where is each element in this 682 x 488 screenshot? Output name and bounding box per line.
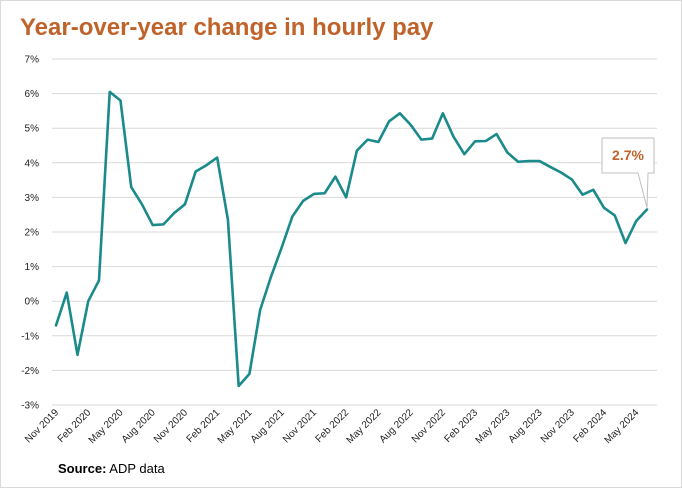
- y-tick-label: -3%: [21, 401, 39, 412]
- x-tick-label: Aug 2023: [507, 407, 545, 445]
- x-tick-label: May 2024: [603, 407, 642, 446]
- y-tick-label: 0%: [25, 297, 40, 308]
- source-text: ADP data: [106, 461, 165, 476]
- y-tick-label: 4%: [25, 158, 40, 169]
- x-tick-label: Nov 2023: [539, 407, 577, 445]
- series-layer: [54, 90, 649, 388]
- x-tick-label: May 2023: [474, 407, 513, 446]
- x-tick-label: Nov 2022: [410, 407, 448, 445]
- callout-annotation: 2.7%: [601, 137, 655, 208]
- y-tick-label: 3%: [25, 193, 40, 204]
- x-tick-label: Nov 2020: [152, 407, 190, 445]
- x-tick-label: May 2021: [216, 407, 255, 446]
- y-tick-label: 6%: [25, 89, 40, 100]
- grid-lines: [52, 58, 657, 406]
- callout-label: 2.7%: [612, 147, 644, 163]
- y-tick-label: 2%: [25, 228, 40, 239]
- y-tick-label: -1%: [21, 331, 39, 342]
- source-note: Source: ADP data: [58, 461, 165, 476]
- x-tick-label: Aug 2020: [120, 407, 158, 445]
- x-tick-label: Aug 2022: [378, 407, 416, 445]
- x-tick-label: May 2022: [345, 407, 384, 446]
- callout-box: [601, 137, 655, 208]
- y-tick-label: 1%: [25, 262, 40, 273]
- x-tick-label: Aug 2021: [249, 407, 287, 445]
- x-tick-label: May 2020: [87, 407, 126, 446]
- y-axis-ticks: -3% -2% -1% 0% 1% 2% 3% 4% 5% 6% 7%: [21, 55, 39, 412]
- source-label: Source:: [58, 461, 107, 476]
- x-tick-label: Nov 2019: [23, 407, 61, 445]
- x-tick-label: Nov 2021: [281, 407, 319, 445]
- y-tick-label: 5%: [25, 124, 40, 135]
- y-tick-label: -2%: [21, 366, 39, 377]
- y-tick-label: 7%: [25, 55, 40, 66]
- series-line: [54, 90, 649, 388]
- chart-title: Year-over-year change in hourly pay: [20, 14, 434, 41]
